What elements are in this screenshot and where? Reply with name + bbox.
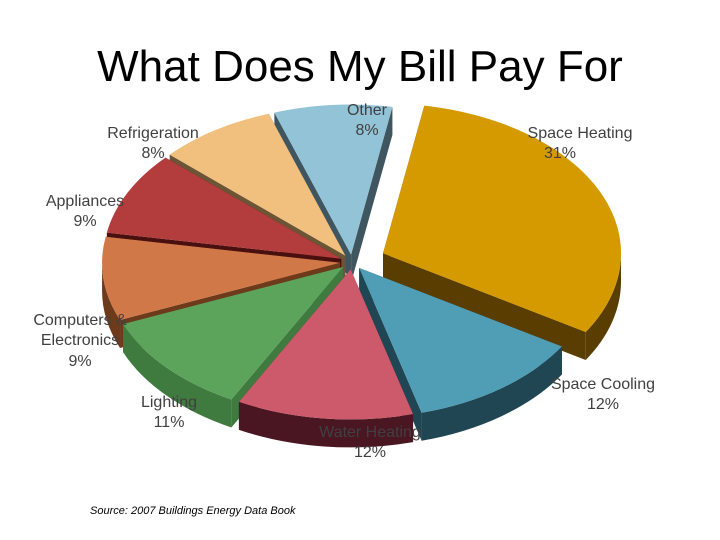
slice-space-cooling — [359, 267, 562, 413]
slice-percent-label: 11% — [154, 414, 185, 431]
slice-appliances — [106, 157, 342, 259]
slice-percent-label: 9% — [68, 353, 91, 370]
slice-percent-label: 8% — [355, 122, 378, 139]
slice-water-heating — [238, 269, 414, 420]
slice-computers-electronics — [102, 236, 341, 320]
slice-percent-label: 12% — [587, 396, 619, 413]
slice-refrigeration — [169, 113, 346, 256]
slice-name-label: Lighting — [141, 394, 197, 411]
slice-percent-label: 9% — [73, 213, 96, 230]
slice-name-label: Appliances — [46, 193, 124, 210]
slice-lighting — [123, 266, 344, 400]
slice-name-label: Electronics — [41, 332, 119, 349]
slice-space-heating — [383, 105, 622, 332]
slice-other — [274, 104, 393, 255]
chart-title: What Does My Bill Pay For — [97, 42, 623, 91]
slice-name-label: Space Cooling — [551, 376, 655, 393]
slice-name-label: Computers & — [33, 312, 127, 329]
slice-name-label: Space Heating — [528, 125, 633, 142]
source-note: Source: 2007 Buildings Energy Data Book — [90, 505, 296, 517]
slice-name-label: Other — [347, 102, 388, 119]
pie-tops — [102, 104, 622, 420]
slice-labels: Space Heating 31% Space Cooling 12% Water He… — [33, 102, 655, 461]
slice-name-label: Refrigeration — [107, 125, 199, 142]
slice-percent-label: 8% — [141, 145, 164, 162]
slice-name-label: Water Heating — [319, 424, 421, 441]
slice-percent-label: 31% — [544, 145, 576, 162]
slice-percent-label: 12% — [354, 444, 386, 461]
